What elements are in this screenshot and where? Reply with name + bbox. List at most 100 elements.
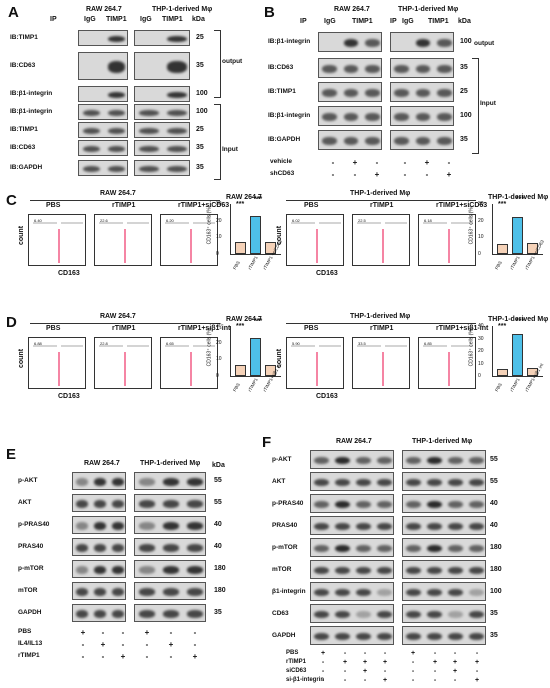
e-treatment-mark: - bbox=[101, 627, 105, 637]
f-treatment-mark: - bbox=[433, 667, 437, 675]
f-treatment-mark: - bbox=[383, 667, 387, 675]
e-band bbox=[186, 588, 204, 596]
f-band bbox=[406, 632, 421, 641]
a-band bbox=[167, 91, 187, 99]
e-band bbox=[111, 544, 125, 552]
b-band bbox=[415, 89, 431, 97]
f-row-label: p-AKT bbox=[272, 455, 292, 463]
a-blot-box bbox=[134, 104, 190, 120]
a-row-label: IB:β1-integrin bbox=[10, 108, 53, 115]
e-row-label: p-AKT bbox=[18, 477, 38, 484]
b-band bbox=[436, 113, 452, 121]
f-blot-box bbox=[310, 626, 394, 645]
f-treatment-mark: - bbox=[321, 676, 325, 684]
f-band bbox=[356, 456, 371, 465]
e-kda-header: kDa bbox=[212, 462, 225, 469]
b-lane-2: TIMP1 bbox=[352, 18, 373, 25]
c-facs-plot bbox=[286, 214, 344, 266]
b-band bbox=[364, 39, 380, 47]
f-band bbox=[448, 456, 463, 465]
e-treatment-label: IL4/IL13 bbox=[18, 640, 43, 647]
c-facs-value: 22.6 bbox=[100, 218, 108, 223]
f-treatment-mark: + bbox=[342, 658, 348, 666]
a-row-label: IB:GAPDH bbox=[10, 164, 43, 171]
f-row-kda: 40 bbox=[490, 521, 498, 529]
e-band bbox=[138, 588, 156, 596]
a-band bbox=[107, 35, 126, 43]
a-blot-box bbox=[78, 86, 128, 102]
c-facs-value: 6.40 bbox=[34, 218, 42, 223]
c-bar-ytick: 20 bbox=[216, 217, 222, 224]
f-treatment-mark: - bbox=[383, 649, 387, 657]
a-band bbox=[167, 145, 187, 153]
f-blot-box bbox=[310, 494, 394, 513]
a-cell-raw: RAW 264.7 bbox=[86, 6, 122, 13]
c-bar-ytick: 0 bbox=[216, 251, 219, 257]
f-treatment-label: rTIMP1 bbox=[286, 659, 307, 665]
e-blot-box bbox=[72, 472, 126, 490]
a-band bbox=[139, 109, 159, 117]
b-treatment-mark: - bbox=[447, 157, 451, 167]
b-band bbox=[343, 39, 359, 47]
f-row-kda: 180 bbox=[490, 543, 502, 551]
b-blot-box bbox=[390, 32, 454, 52]
b-band bbox=[322, 137, 338, 145]
a-blot-box bbox=[134, 160, 190, 176]
d-facs-plot bbox=[94, 337, 152, 389]
f-band bbox=[448, 478, 463, 487]
e-row-kda: 40 bbox=[214, 521, 222, 528]
f-band bbox=[314, 456, 329, 465]
e-band bbox=[138, 500, 156, 508]
a-band bbox=[139, 165, 159, 173]
d-group-label: rTIMP1+siβ1-int bbox=[178, 325, 231, 332]
e-band bbox=[75, 544, 89, 552]
e-band bbox=[186, 500, 204, 508]
d-bar bbox=[527, 367, 538, 376]
f-band bbox=[427, 632, 442, 641]
e-treatment-mark: - bbox=[81, 639, 85, 649]
d-facs-svg bbox=[99, 345, 149, 386]
a-row-kda: 100 bbox=[196, 90, 208, 97]
e-cell-raw: RAW 264.7 bbox=[84, 460, 120, 467]
d-facs-ylabel: count bbox=[18, 348, 26, 369]
d-bar bbox=[512, 334, 523, 376]
e-band bbox=[75, 610, 89, 618]
f-treatment-mark: + bbox=[474, 658, 480, 666]
b-band bbox=[343, 89, 359, 97]
c-cell-thp: THP-1-derived Mφ bbox=[350, 190, 411, 197]
d-facs-value: 6.65 bbox=[166, 341, 174, 346]
a-band bbox=[139, 145, 159, 153]
f-band bbox=[469, 478, 484, 487]
a-output-label: output bbox=[222, 58, 243, 65]
e-band bbox=[111, 588, 125, 596]
b-band bbox=[394, 113, 410, 121]
e-treatment-mark: + bbox=[80, 627, 86, 637]
f-row-label: β1-integrin bbox=[272, 587, 306, 595]
f-band bbox=[469, 610, 484, 619]
a-lane-3: IgG bbox=[140, 16, 152, 23]
a-band bbox=[107, 145, 126, 153]
b-band bbox=[415, 137, 431, 145]
b-row-label: IB:β1-integrin bbox=[268, 112, 311, 119]
c-bar-sig: *** bbox=[236, 201, 245, 208]
b-treatment-mark: + bbox=[424, 157, 430, 167]
d-bar-ytick: 30 bbox=[216, 323, 222, 329]
f-treatment-mark: - bbox=[475, 667, 479, 675]
f-blot-box bbox=[310, 516, 394, 535]
b-treatment-mark: + bbox=[374, 169, 380, 179]
e-band bbox=[162, 544, 180, 552]
b-treatment-mark: - bbox=[331, 157, 335, 167]
f-band bbox=[469, 544, 484, 553]
f-band bbox=[314, 588, 329, 597]
f-row-label: PRAS40 bbox=[272, 521, 298, 529]
c-bar-sig: *** bbox=[254, 196, 263, 203]
c-bar-ytick: 0 bbox=[478, 251, 481, 257]
e-treatment-mark: - bbox=[145, 639, 149, 649]
e-blot-box bbox=[134, 582, 206, 600]
e-row-kda: 55 bbox=[214, 499, 222, 506]
f-treatment-mark: + bbox=[432, 658, 438, 666]
c-bar bbox=[512, 217, 523, 254]
a-row-label: IB:CD63 bbox=[10, 144, 36, 151]
d-facs-plot bbox=[286, 337, 344, 389]
a-blot-box bbox=[78, 30, 128, 46]
